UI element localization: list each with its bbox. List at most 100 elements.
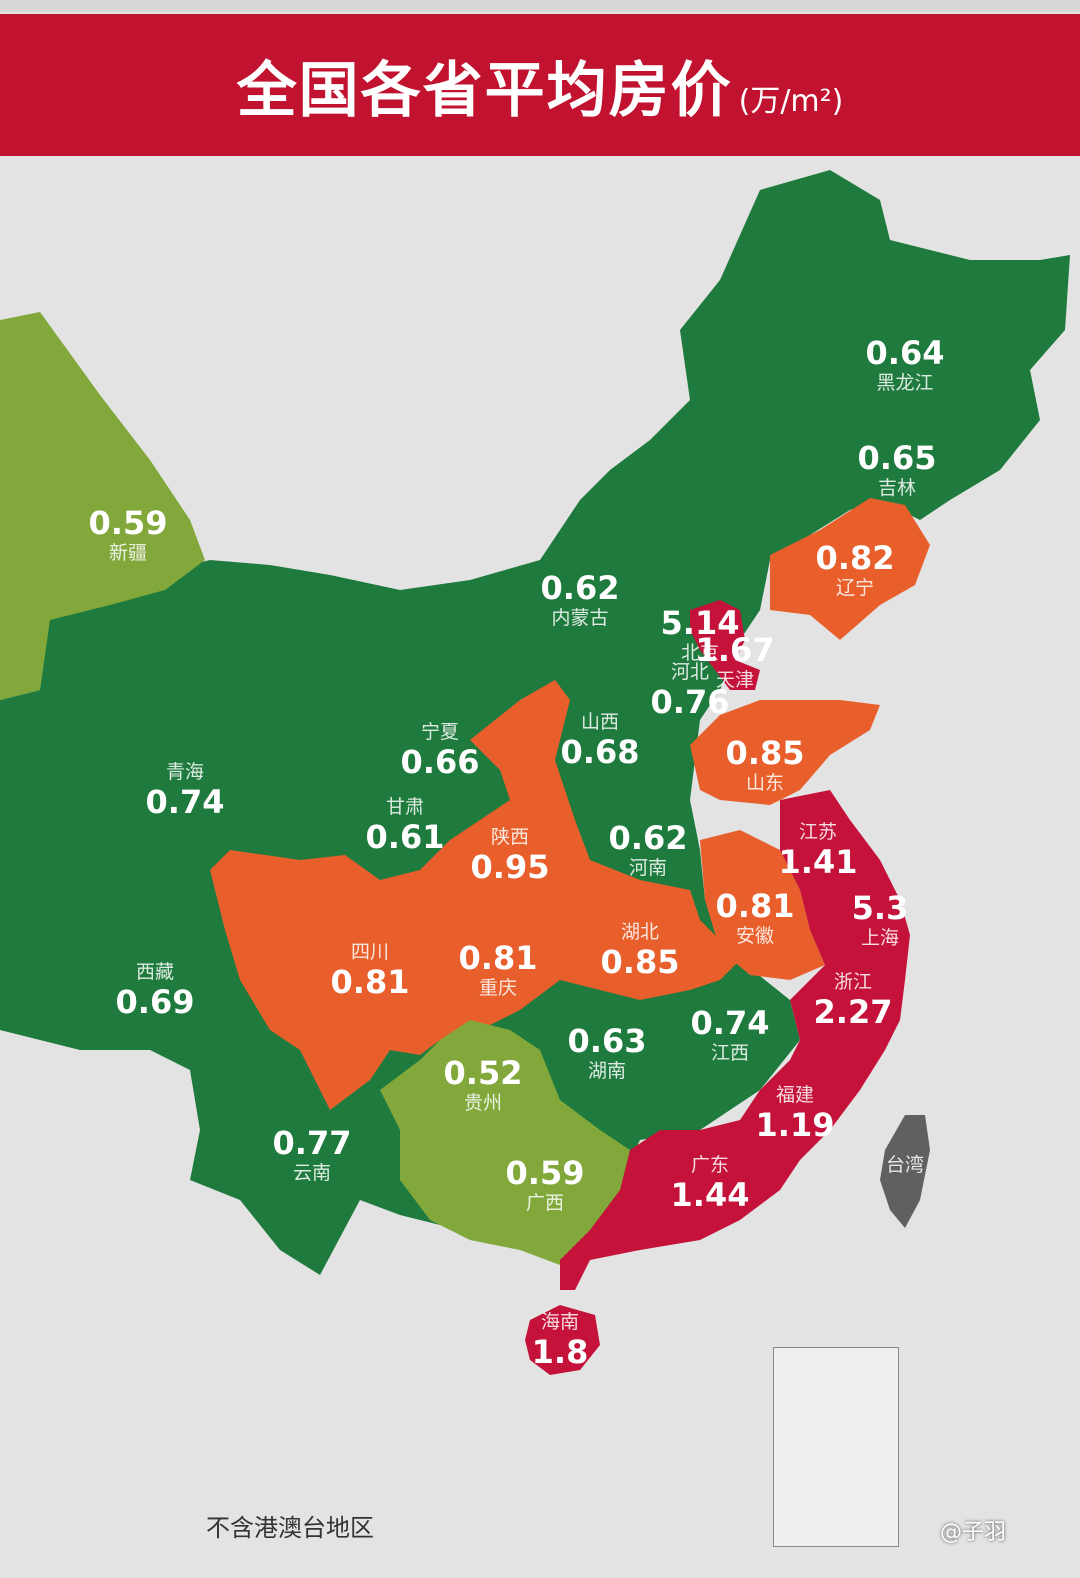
province-name: 北京 <box>680 642 720 664</box>
province-name: 黑龙江 <box>876 372 934 394</box>
province-value: 0.59 <box>505 1154 585 1192</box>
province-value: 0.64 <box>865 334 945 372</box>
province-name: 重庆 <box>478 977 518 999</box>
province-name: 甘肃 <box>385 796 425 818</box>
province-name: 陕西 <box>490 826 530 848</box>
bohai-sea <box>760 620 830 690</box>
province-value: 0.62 <box>540 569 620 607</box>
province-label: 四川 0.81 <box>331 940 410 1000</box>
province-value: 5.3 <box>851 889 909 927</box>
region-guizhou-guangxi <box>380 1020 630 1265</box>
province-label: 江苏 1.41 <box>779 820 858 880</box>
province-name: 山东 <box>745 772 785 794</box>
province-value: 0.82 <box>815 539 895 577</box>
province-name: 福建 <box>775 1084 815 1106</box>
province-value: 0.85 <box>725 734 805 772</box>
province-name: 海南 <box>540 1311 579 1333</box>
province-value: 0.85 <box>600 943 680 981</box>
title-banner <box>0 14 1080 156</box>
china-map <box>0 170 1070 1375</box>
province-value: 0.76 <box>650 683 730 721</box>
province-name: 浙江 <box>833 971 873 993</box>
province-label: 山西 0.68 <box>561 710 640 770</box>
province-value: 0.81 <box>715 887 795 925</box>
province-label: 宁夏 0.66 <box>401 720 480 780</box>
province-label: 陕西 0.95 <box>471 825 550 885</box>
province-value: 1.67 <box>695 631 775 669</box>
province-name: 江西 <box>710 1042 750 1064</box>
province-name: 辽宁 <box>835 577 875 599</box>
map-title: 全国各省平均房价 (万/m²) <box>0 42 1080 129</box>
province-value: 0.65 <box>857 439 937 477</box>
province-name: 宁夏 <box>420 721 460 743</box>
province-name: 台湾 <box>885 1154 925 1176</box>
province-label: 0.62 河南 <box>609 820 688 880</box>
province-label: 0.77 云南 <box>273 1125 352 1185</box>
title-unit: (万/m²) <box>738 84 844 119</box>
province-name: 新疆 <box>108 542 148 564</box>
province-label: 0.52 贵州 <box>444 1055 523 1115</box>
province-value: 0.81 <box>458 939 538 977</box>
province-value: 1.19 <box>755 1106 835 1144</box>
province-label: 0.63 湖南 <box>568 1023 647 1083</box>
province-value: 0.77 <box>272 1124 352 1162</box>
province-value: 0.52 <box>443 1054 523 1092</box>
province-label: 福建 1.19 <box>756 1083 835 1143</box>
province-label: 甘肃 0.61 <box>366 795 445 855</box>
region-xinjiang <box>0 312 205 700</box>
province-name: 贵州 <box>463 1092 503 1114</box>
region-beijing-tianjin <box>690 600 760 690</box>
province-label: 0.81 重庆 <box>459 940 538 1000</box>
province-name: 四川 <box>350 941 390 963</box>
province-name: 安徽 <box>735 925 775 947</box>
province-label: 0.82 辽宁 <box>816 540 895 600</box>
province-value: 0.59 <box>88 504 168 542</box>
province-name: 河南 <box>628 857 668 879</box>
region-shandong <box>690 700 880 805</box>
province-label: 1.67 天津 <box>696 632 775 692</box>
province-label: 5.14 北京 <box>661 605 740 665</box>
province-label: 西藏 0.69 <box>116 960 195 1020</box>
region-coastal-red <box>560 790 910 1290</box>
province-name: 湖南 <box>587 1060 627 1082</box>
province-value: 5.14 <box>660 604 740 642</box>
province-label: 0.74 江西 <box>691 1005 770 1065</box>
province-label: 0.59 广西 <box>506 1155 585 1215</box>
province-value: 0.62 <box>608 819 688 857</box>
province-value: 0.74 <box>690 1004 770 1042</box>
region-liaoning <box>770 498 930 640</box>
region-taiwan <box>880 1115 930 1228</box>
province-name: 吉林 <box>877 477 917 499</box>
region-anhui <box>700 830 825 980</box>
province-name: 内蒙古 <box>551 607 609 629</box>
title-text: 全国各省平均房价 <box>236 56 733 126</box>
region-shaanxi-sichuan-hubei <box>210 680 740 1110</box>
province-value: 0.74 <box>145 783 225 821</box>
province-value: 1.44 <box>670 1176 750 1214</box>
province-name: 广东 <box>690 1154 730 1176</box>
province-label: 0.85 山东 <box>726 735 805 795</box>
province-name: 湖北 <box>620 921 660 943</box>
province-value: 0.63 <box>567 1022 647 1060</box>
province-value: 0.66 <box>400 743 480 781</box>
province-label: 浙江 2.27 <box>814 970 893 1030</box>
province-label: 台湾 <box>886 1153 924 1177</box>
province-value: 1.8 <box>531 1333 589 1371</box>
province-name: 西藏 <box>135 961 175 983</box>
province-value: 1.41 <box>778 843 858 881</box>
credit-text: @子羽 <box>940 1520 1007 1545</box>
province-label: 0.59 新疆 <box>89 505 168 565</box>
province-value: 2.27 <box>813 993 893 1031</box>
province-name: 云南 <box>292 1162 332 1184</box>
province-name: 上海 <box>860 927 899 949</box>
province-name: 青海 <box>165 761 205 783</box>
south-china-sea-inset <box>773 1347 899 1547</box>
province-label: 河北 0.76 <box>651 660 730 720</box>
province-label: 0.64 黑龙江 <box>866 335 945 395</box>
province-value: 0.81 <box>330 963 410 1001</box>
top-border <box>0 0 1080 12</box>
footnote: 不含港澳台地区 <box>206 1514 374 1542</box>
province-name: 天津 <box>715 669 755 691</box>
province-value: 0.69 <box>115 983 195 1021</box>
region-hainan <box>525 1305 600 1375</box>
